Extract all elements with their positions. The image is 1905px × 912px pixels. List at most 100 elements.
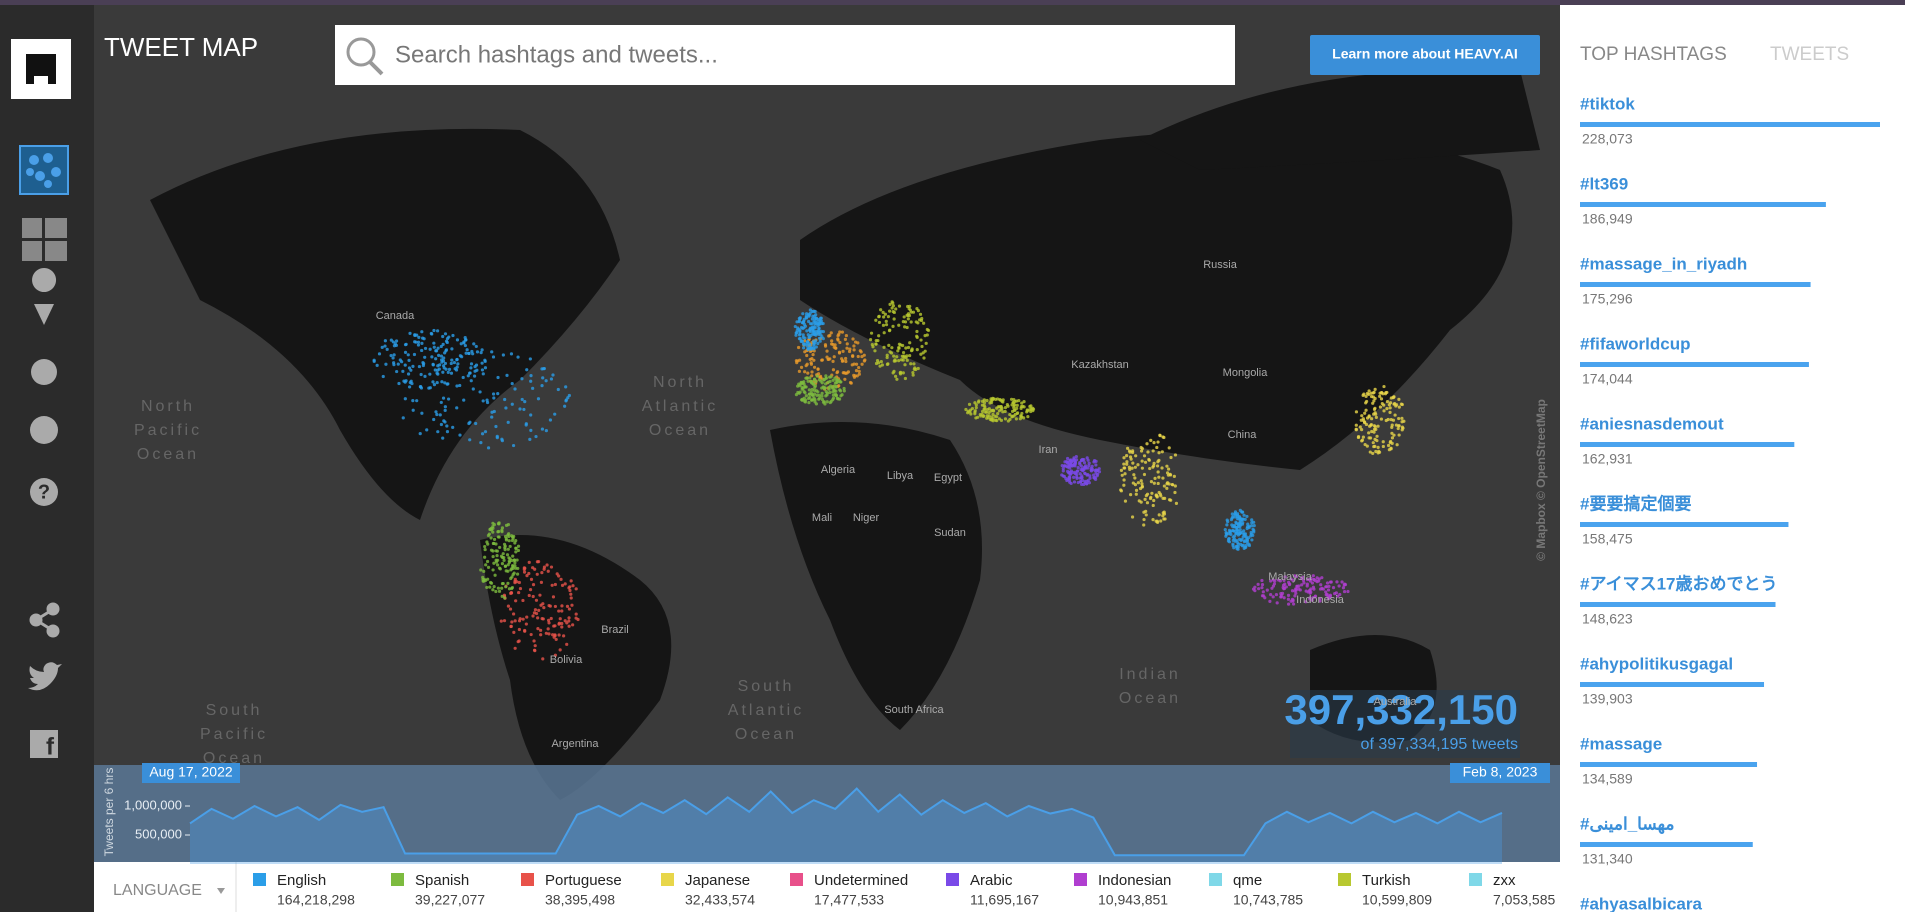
tweet-dot bbox=[1308, 597, 1312, 601]
tweet-dot bbox=[1342, 589, 1347, 594]
legend-swatch[interactable] bbox=[661, 873, 674, 886]
tweet-dot bbox=[420, 341, 424, 345]
tweet-dot bbox=[1239, 523, 1243, 527]
search-box[interactable] bbox=[335, 25, 1235, 85]
legend-swatch[interactable] bbox=[391, 873, 404, 886]
tweet-dot bbox=[540, 384, 544, 388]
y-tick-label: 500,000 bbox=[135, 826, 182, 841]
tweet-dot bbox=[1094, 463, 1098, 467]
legend-swatch[interactable] bbox=[253, 873, 266, 886]
tweet-dot bbox=[1305, 577, 1310, 582]
tweet-dot bbox=[903, 325, 907, 329]
tweet-dot bbox=[406, 372, 411, 376]
tweet-dot bbox=[1395, 443, 1399, 447]
nav-share[interactable] bbox=[29, 602, 60, 638]
tweet-dot bbox=[820, 394, 824, 398]
tweet-dot bbox=[1139, 500, 1143, 504]
tweet-dot bbox=[1242, 513, 1246, 517]
tweet-dot bbox=[1157, 513, 1161, 517]
tweet-dot bbox=[1250, 521, 1254, 525]
hashtag[interactable]: #aniesnasdemout bbox=[1580, 414, 1724, 433]
tweet-dot bbox=[549, 377, 554, 381]
nav-pin-point[interactable] bbox=[31, 359, 57, 385]
hashtag[interactable]: #fifaworldcup bbox=[1580, 334, 1691, 353]
tab-tweets[interactable]: TWEETS bbox=[1770, 44, 1849, 65]
tweet-dot bbox=[903, 363, 907, 367]
tab-top-hashtags[interactable]: TOP HASHTAGS bbox=[1580, 44, 1727, 65]
hashtag[interactable]: #ahypolitikusgagal bbox=[1580, 654, 1733, 673]
legend-swatch[interactable] bbox=[1338, 873, 1351, 886]
tweet-dot bbox=[1354, 423, 1358, 427]
hashtag[interactable]: #ahyasalbicara bbox=[1580, 894, 1702, 912]
y-axis-label: Tweets per 6 hrs bbox=[102, 768, 116, 857]
tweet-dot bbox=[1328, 594, 1332, 598]
tweet-dot bbox=[1134, 454, 1138, 458]
tweet-dot bbox=[1373, 437, 1377, 441]
tweet-dot bbox=[1170, 482, 1174, 487]
tweet-dot bbox=[873, 349, 877, 353]
nav-globe[interactable] bbox=[30, 416, 58, 444]
legend-swatch[interactable] bbox=[1209, 873, 1222, 886]
hashtag[interactable]: #lt369 bbox=[1580, 174, 1628, 193]
hashtag[interactable]: #massage bbox=[1580, 734, 1662, 753]
legend-swatch[interactable] bbox=[790, 873, 803, 886]
tweet-dot bbox=[479, 568, 483, 572]
tweet-dot bbox=[893, 374, 898, 378]
tweet-dot bbox=[1325, 581, 1330, 585]
tweet-dot bbox=[531, 583, 536, 587]
hashtag[interactable]: #要要搞定個要 bbox=[1580, 493, 1691, 513]
legend-swatch[interactable] bbox=[1074, 873, 1087, 886]
tweet-dot bbox=[885, 355, 889, 360]
legend-title[interactable]: LANGUAGE bbox=[113, 882, 202, 899]
tweet-dot bbox=[1142, 510, 1146, 514]
nav-twitter[interactable] bbox=[28, 662, 62, 691]
tweet-dot bbox=[1078, 460, 1082, 465]
tweet-dot bbox=[1173, 490, 1177, 495]
hashtag[interactable]: #tiktok bbox=[1580, 94, 1635, 113]
nav-facebook[interactable] bbox=[30, 730, 58, 758]
tweet-dot bbox=[1260, 578, 1264, 583]
tweet-dot bbox=[456, 362, 460, 366]
tweet-dot bbox=[1291, 599, 1295, 603]
legend-swatch[interactable] bbox=[521, 873, 534, 886]
hashtag[interactable]: #مهسا_امینی bbox=[1580, 814, 1674, 834]
tweet-dot bbox=[1223, 528, 1227, 532]
tweet-dot bbox=[1371, 401, 1375, 405]
tweet-dot bbox=[1160, 466, 1164, 470]
hashtag-count: 148,623 bbox=[1582, 611, 1633, 627]
tweet-dot bbox=[528, 437, 532, 441]
tweet-dot bbox=[455, 357, 459, 362]
tweet-dot bbox=[836, 334, 840, 338]
tweet-dot bbox=[479, 351, 483, 355]
tweet-dot bbox=[480, 348, 484, 352]
timeline-area bbox=[190, 788, 1502, 864]
tweet-dot bbox=[840, 330, 845, 334]
tweet-dot bbox=[434, 357, 438, 361]
nav-dashboard[interactable] bbox=[22, 218, 67, 261]
tweet-dot bbox=[1230, 512, 1234, 516]
tweet-dot bbox=[514, 546, 518, 550]
tweet-dot bbox=[440, 380, 444, 384]
tweet-dot bbox=[863, 358, 867, 362]
tweet-dot bbox=[564, 399, 568, 403]
legend-dropdown[interactable] bbox=[217, 888, 225, 894]
legend-count: 17,477,533 bbox=[814, 892, 884, 908]
tweet-dot bbox=[509, 352, 514, 356]
tweet-dot bbox=[833, 376, 837, 380]
legend-swatch[interactable] bbox=[1469, 873, 1482, 886]
nav-pin[interactable] bbox=[32, 268, 57, 325]
tweet-dot bbox=[997, 409, 1001, 413]
tweet-dot bbox=[1020, 401, 1024, 405]
tweet-dot bbox=[921, 351, 925, 355]
learn-more-button[interactable] bbox=[1310, 35, 1540, 75]
nav-help[interactable] bbox=[30, 478, 58, 506]
tweet-dot bbox=[831, 378, 835, 382]
tweet-dot bbox=[1008, 412, 1012, 417]
tweet-dot bbox=[1126, 446, 1130, 450]
map-label: Russia bbox=[1203, 259, 1238, 271]
legend-swatch[interactable] bbox=[946, 873, 959, 886]
hashtag[interactable]: #massage_in_riyadh bbox=[1580, 254, 1747, 273]
hashtag[interactable]: #アイマス17歳おめでとう bbox=[1580, 573, 1778, 593]
tweet-dot bbox=[843, 377, 847, 381]
tweet-dot bbox=[874, 339, 878, 343]
